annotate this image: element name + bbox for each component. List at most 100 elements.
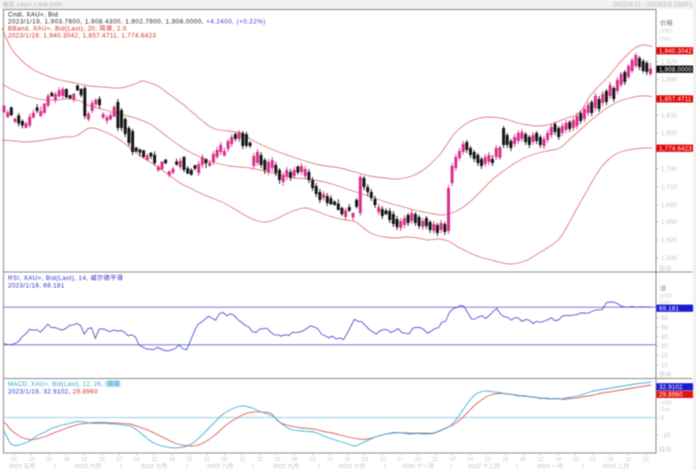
svg-text:08: 08 xyxy=(222,457,228,463)
svg-text:23: 23 xyxy=(643,457,649,463)
svg-text:1,650: 1,650 xyxy=(661,220,677,226)
svg-text:值: 值 xyxy=(660,285,666,293)
svg-text:30: 30 xyxy=(661,344,669,350)
svg-text:Ozs: Ozs xyxy=(660,407,670,413)
svg-text:05: 05 xyxy=(292,457,298,463)
svg-text:01: 01 xyxy=(204,457,210,463)
svg-text:Cndl, XAU=, Bid: Cndl, XAU=, Bid xyxy=(8,12,58,19)
svg-text:19: 19 xyxy=(555,457,561,463)
svg-text:2022 九月: 2022 九月 xyxy=(273,462,300,470)
svg-text:2023 一月: 2023 一月 xyxy=(537,463,564,470)
svg-text:06: 06 xyxy=(64,457,70,463)
svg-text:自动: 自动 xyxy=(659,265,671,273)
svg-text:自动: 自动 xyxy=(659,371,671,379)
svg-text:16: 16 xyxy=(625,457,631,463)
svg-text:BBand, XAU=, Bid(Last), 20, 简单: BBand, XAU=, Bid(Last), 20, 简单, 2.0 xyxy=(8,25,127,33)
svg-text:11: 11 xyxy=(152,457,158,463)
svg-text:2022 八月: 2022 八月 xyxy=(207,463,234,470)
svg-text:40: 40 xyxy=(661,335,669,341)
svg-text:69.181: 69.181 xyxy=(659,305,679,312)
svg-text:-20: -20 xyxy=(661,434,671,440)
svg-text:19: 19 xyxy=(327,457,333,463)
svg-text:26: 26 xyxy=(344,457,350,463)
svg-text:29: 29 xyxy=(274,457,280,463)
svg-text:03: 03 xyxy=(362,457,368,463)
svg-text:USD: USD xyxy=(660,29,672,35)
svg-text:32.9102: 32.9102 xyxy=(659,384,683,391)
svg-text:27: 27 xyxy=(116,457,122,463)
svg-text:1,590: 1,590 xyxy=(661,256,677,262)
svg-text:1,740: 1,740 xyxy=(661,167,677,173)
svg-text:2022 十二月: 2022 十二月 xyxy=(468,462,500,470)
svg-text:13: 13 xyxy=(81,457,87,463)
svg-text:Ozs: Ozs xyxy=(660,37,670,43)
svg-text:1,857.4711: 1,857.4711 xyxy=(659,96,692,103)
svg-text:2023/1/19, 1,903.7600, 1,908.4: 2023/1/19, 1,903.7600, 1,908.4300, 1,902… xyxy=(8,19,266,26)
svg-text:|: | xyxy=(120,464,122,470)
svg-text:1,920: 1,920 xyxy=(661,60,677,66)
svg-text:|: | xyxy=(582,464,584,470)
svg-text:1,940.3042: 1,940.3042 xyxy=(659,48,692,55)
svg-text:20: 20 xyxy=(99,457,105,463)
svg-text:|: | xyxy=(252,464,254,470)
svg-text:31: 31 xyxy=(432,457,438,463)
svg-text:07: 07 xyxy=(450,457,456,463)
svg-text:26: 26 xyxy=(573,457,579,463)
svg-text:09: 09 xyxy=(608,457,614,463)
svg-text:02: 02 xyxy=(590,457,596,463)
svg-text:12: 12 xyxy=(538,457,544,463)
svg-text:17: 17 xyxy=(397,457,403,463)
svg-text:|: | xyxy=(516,464,518,470)
svg-text:25: 25 xyxy=(187,457,193,463)
svg-text:30: 30 xyxy=(46,457,52,463)
svg-text:2023/1/19, 69.181: 2023/1/19, 69.181 xyxy=(8,283,65,290)
svg-text:|: | xyxy=(318,464,320,470)
svg-text:23: 23 xyxy=(29,457,35,463)
svg-text:0: 0 xyxy=(661,416,665,422)
svg-text:2022 七月: 2022 七月 xyxy=(141,462,168,470)
svg-text:04: 04 xyxy=(134,457,140,463)
svg-text:28: 28 xyxy=(502,457,508,463)
svg-text:21: 21 xyxy=(485,457,491,463)
svg-text:2022 五月: 2022 五月 xyxy=(9,463,36,470)
svg-text:12: 12 xyxy=(309,457,315,463)
svg-text:15: 15 xyxy=(239,457,245,463)
svg-text:29.8960: 29.8960 xyxy=(659,392,683,399)
svg-text:1,620: 1,620 xyxy=(661,238,677,244)
svg-text:1,680: 1,680 xyxy=(661,203,677,209)
svg-text:价格: 价格 xyxy=(660,18,673,27)
svg-text:2023 二月: 2023 二月 xyxy=(603,463,630,470)
svg-text:10: 10 xyxy=(380,457,386,463)
svg-text:Ozs: Ozs xyxy=(660,300,670,306)
svg-text:1,800: 1,800 xyxy=(661,131,677,137)
svg-text:USD: USD xyxy=(660,401,672,407)
svg-text:简单: 简单 xyxy=(108,380,120,388)
svg-text:概览 XAU= 1,908.0000: 概览 XAU= 1,908.0000 xyxy=(3,1,62,9)
svg-text:2022/5/11 - 2023/2/3 (GMT): 2022/5/11 - 2023/2/3 (GMT) xyxy=(613,3,692,9)
svg-text:22: 22 xyxy=(257,457,263,463)
svg-text:18: 18 xyxy=(169,457,175,463)
svg-text:自动: 自动 xyxy=(659,446,671,454)
svg-text:2022 十月: 2022 十月 xyxy=(339,462,366,470)
svg-text:1,830: 1,830 xyxy=(661,113,677,119)
svg-text:MACD, XAU=, Bid(Last), 12, 26,: MACD, XAU=, Bid(Last), 12, 26, 9, xyxy=(8,381,111,388)
svg-text:14: 14 xyxy=(467,457,473,463)
svg-text:2022 十一月: 2022 十一月 xyxy=(402,462,434,470)
svg-text:2023/1/19, 1,940.3042, 1,857.4: 2023/1/19, 1,940.3042, 1,857.4711, 1,774… xyxy=(8,33,156,40)
svg-text:1,908.0000: 1,908.0000 xyxy=(659,66,692,73)
svg-text:10: 10 xyxy=(661,363,669,369)
svg-text:USD: USD xyxy=(660,294,672,300)
svg-text:05: 05 xyxy=(520,457,526,463)
svg-text:|: | xyxy=(384,464,386,470)
svg-text:|: | xyxy=(54,464,56,470)
svg-text:60: 60 xyxy=(661,316,669,322)
svg-text:20: 20 xyxy=(661,354,669,360)
svg-text:1,710: 1,710 xyxy=(661,185,677,191)
svg-text:2022 六月: 2022 六月 xyxy=(75,462,102,470)
svg-text:|: | xyxy=(450,464,452,470)
svg-text:2023/1/19, 32.9102, 29.8960: 2023/1/19, 32.9102, 29.8960 xyxy=(8,389,98,396)
svg-text:1,890: 1,890 xyxy=(661,78,677,84)
svg-text:24: 24 xyxy=(415,457,421,463)
svg-text:16: 16 xyxy=(11,457,17,463)
svg-text:50: 50 xyxy=(661,325,669,331)
